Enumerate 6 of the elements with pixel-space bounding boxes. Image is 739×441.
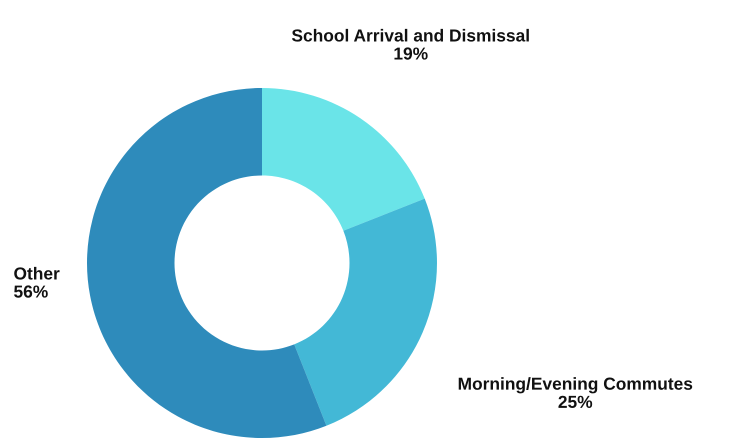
slice-label: School Arrival and Dismissal — [292, 28, 529, 42]
data-label: 19% — [394, 47, 428, 60]
slice-label: Other — [14, 266, 60, 280]
slice-label: Morning/Evening Commutes — [458, 377, 692, 394]
data-label: 56% — [14, 285, 48, 298]
data-label: 25% — [558, 396, 592, 408]
